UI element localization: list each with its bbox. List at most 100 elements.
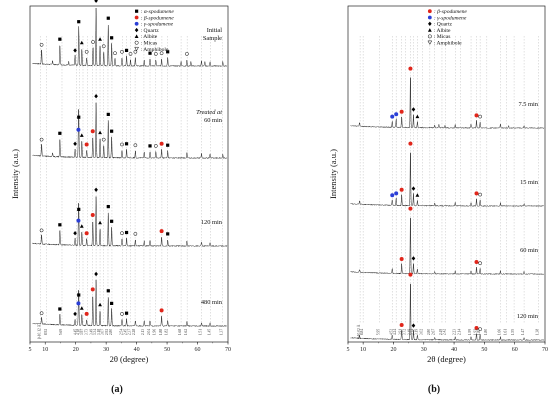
d-spacing-label: 4.52 <box>389 329 393 335</box>
mica-marker <box>101 137 106 142</box>
d-spacing-label: 1.62 <box>184 329 188 335</box>
alpha-spodumene-marker <box>166 232 170 236</box>
alpha-spodumene-marker <box>77 207 81 211</box>
x-tick-label: 40 <box>451 347 457 353</box>
legend-albite-symbol <box>134 34 139 38</box>
mica-marker <box>478 327 482 332</box>
d-spacing-label: 1.61 <box>504 329 508 335</box>
legend-label: : β-spodumene <box>141 15 175 21</box>
legend-label: : Albite <box>434 28 451 34</box>
d-spacing-label: 3.02 <box>419 329 423 335</box>
alpha-spodumene-marker <box>106 205 110 209</box>
legend-label: : Amphibole <box>434 41 462 47</box>
legend-label: : Micas <box>434 34 451 40</box>
d-spacing-label: 2.92 <box>105 329 109 335</box>
quartz-marker <box>73 311 77 317</box>
d-spacing-label: 1.82 <box>164 329 168 335</box>
alpha-spodumene-marker <box>110 36 114 40</box>
alpha-spodumene-marker <box>166 50 170 54</box>
albite-marker <box>79 40 84 45</box>
d-spacing-label: 2.14 <box>458 329 462 335</box>
albite-marker <box>415 193 420 197</box>
d-spacing-label: 8.84 <box>360 329 364 335</box>
x-tick-label: 70 <box>225 347 231 353</box>
mica-marker <box>153 52 158 56</box>
alpha-spodumene-marker <box>77 115 81 119</box>
alpha-spodumene-marker <box>124 48 129 52</box>
quartz-marker <box>411 186 416 191</box>
x-tick-label: 20 <box>390 347 396 353</box>
mica-marker <box>133 232 138 236</box>
gamma-spodumene-marker <box>76 301 81 306</box>
x-tick-label: 30 <box>421 347 427 353</box>
x-tick-label: 5 <box>347 347 350 353</box>
d-spacing-label: 2.45 <box>123 329 127 335</box>
legend-label: : Albite <box>141 34 158 40</box>
x-tick-label: 10 <box>360 347 366 353</box>
beta-spodumene-marker <box>90 129 95 134</box>
sample-label: 120 min <box>201 219 223 226</box>
mica-marker <box>91 40 95 44</box>
alpha-spodumene-marker <box>110 129 114 133</box>
beta-spodumene-marker <box>399 257 404 261</box>
gamma-spodumene-marker <box>394 191 399 196</box>
d-spacing-label: 3.49 <box>407 329 411 335</box>
xrd-trace <box>32 196 228 248</box>
legend-quartz-symbol <box>428 21 432 26</box>
d-spacing-label: 3.34 <box>410 329 414 335</box>
legend-amphibole-symbol <box>427 40 433 45</box>
d-spacing-label: 2.67 <box>432 329 436 335</box>
d-spacing-label: 3.18 <box>97 329 101 335</box>
d-spacing-label: 3.49 <box>89 329 93 335</box>
gamma-spodumene-marker <box>76 127 81 132</box>
alpha-spodumene-marker <box>124 311 129 315</box>
mica-marker <box>39 311 44 316</box>
mica-marker <box>120 231 124 236</box>
d-spacing-label: 2.13 <box>141 329 145 335</box>
xrd-trace <box>350 77 545 130</box>
d-spacing-label: 1.47 <box>521 329 525 335</box>
legend-label: : Quartz <box>141 28 160 34</box>
mica-marker <box>159 51 164 56</box>
d-spacing-label: 2.42 <box>442 329 446 335</box>
d-spacing-label: 1.87 <box>477 329 481 335</box>
quartz-marker <box>94 0 98 3</box>
mica-marker <box>128 52 133 56</box>
d-spacing-label: 2.23 <box>452 329 456 335</box>
d-spacing-label: 1.66 <box>497 329 501 335</box>
legend-gamma-symbol <box>427 15 432 20</box>
albite-marker <box>98 302 102 307</box>
d-spacing-label: 1.68 <box>178 329 182 335</box>
mica-marker <box>478 114 482 119</box>
x-axis-title: 2θ (degree) <box>427 354 466 364</box>
d-spacing-label: 2.04 <box>147 329 151 335</box>
quartz-marker <box>73 48 77 53</box>
mica-marker <box>39 137 44 142</box>
xrd-trace <box>350 151 544 208</box>
d-spacing-label: 1.38 <box>535 329 539 335</box>
mica-marker <box>101 44 106 49</box>
legend-mica-symbol <box>134 40 139 45</box>
chart-panel-b: 5 10 20 30 40 50 60 70 2θ (degree) Intensity (a.u… <box>328 5 548 395</box>
legend-mica-symbol <box>427 34 432 39</box>
mica-marker <box>39 42 44 47</box>
beta-spodumene-marker <box>90 213 95 217</box>
gamma-spodumene-marker <box>390 114 395 119</box>
d-spacing-label: 1.51 <box>199 329 203 335</box>
legend-label: : γ-spodumene <box>434 15 467 21</box>
d-spacing-label: 1.37 <box>220 329 224 335</box>
d-spacing-label: 2.49 <box>439 329 443 335</box>
albite-marker <box>98 130 102 135</box>
beta-spodumene-marker <box>399 323 404 327</box>
legend-beta-symbol <box>427 9 432 14</box>
d-spacing-label: 3.72 <box>402 329 406 335</box>
albite-marker <box>98 220 102 225</box>
legend-albite-symbol <box>427 28 432 32</box>
y-axis-title: Intensity (a.u.) <box>328 149 338 199</box>
alpha-spodumene-marker <box>110 219 114 223</box>
alpha-spodumene-marker <box>77 20 81 24</box>
legend-label: : Quartz <box>434 22 453 28</box>
sample-label: 120 min <box>517 313 539 320</box>
beta-spodumene-marker <box>84 142 89 147</box>
mica-marker <box>478 261 482 266</box>
